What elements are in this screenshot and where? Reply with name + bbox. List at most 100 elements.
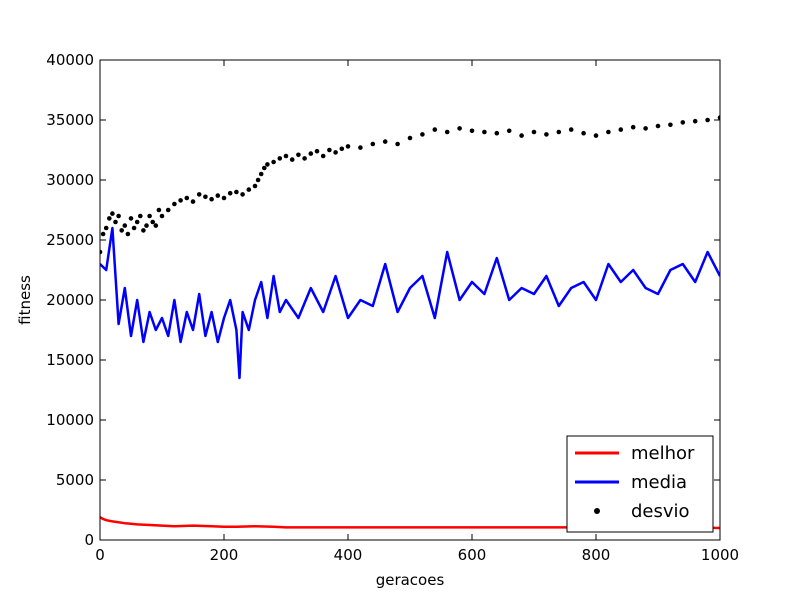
data-point-desvio (519, 133, 524, 138)
data-point-desvio (327, 147, 332, 153)
data-point-desvio (618, 127, 624, 132)
x-tick-label: 0 (95, 546, 105, 564)
y-axis-title: fitness (16, 275, 34, 325)
data-point-desvio (227, 190, 233, 196)
data-point-desvio (107, 216, 112, 221)
data-point-desvio (643, 126, 648, 131)
data-point-desvio (457, 126, 462, 131)
data-point-desvio (125, 231, 131, 237)
data-point-desvio (184, 195, 190, 201)
legend-label-desvio: desvio (631, 501, 690, 522)
data-point-desvio (494, 130, 500, 136)
y-tick-label: 20000 (46, 291, 94, 309)
data-point-desvio (506, 128, 512, 134)
data-point-desvio (141, 228, 146, 233)
data-point-desvio (159, 213, 165, 219)
series-group (100, 115, 720, 530)
y-tick-label: 30000 (46, 171, 94, 189)
data-point-desvio (203, 194, 208, 200)
data-point-desvio (283, 153, 289, 159)
data-point-desvio (138, 213, 143, 219)
data-point-desvio (209, 196, 214, 202)
data-point-desvio (165, 207, 171, 213)
legend-label-melhor: melhor (631, 443, 695, 464)
data-point-desvio (444, 129, 450, 135)
data-point-desvio (655, 123, 661, 129)
data-point-desvio (172, 201, 177, 207)
data-point-desvio (302, 156, 307, 161)
data-point-desvio (271, 159, 276, 165)
data-point-desvio (314, 148, 320, 154)
data-point-desvio (531, 129, 537, 135)
data-point-desvio (469, 128, 475, 134)
y-tick-label: 35000 (46, 111, 94, 129)
data-point-desvio (308, 151, 314, 156)
series-line-melhor (100, 516, 720, 530)
data-point-desvio (581, 130, 586, 136)
data-point-desvio (420, 132, 425, 137)
data-point-desvio (150, 219, 155, 225)
data-point-desvio (262, 165, 267, 171)
data-point-desvio (100, 249, 103, 255)
data-point-desvio (482, 129, 487, 135)
data-point-desvio (119, 228, 124, 233)
data-point-desvio (116, 213, 121, 219)
data-point-desvio (122, 223, 128, 228)
legend-label-media: media (631, 472, 687, 493)
x-tick-label: 600 (458, 546, 487, 564)
data-point-desvio (358, 145, 363, 150)
data-point-desvio (296, 152, 301, 158)
x-axis-title: geracoes (376, 571, 445, 589)
x-tick-label: 800 (582, 546, 611, 564)
data-point-desvio (556, 129, 562, 135)
data-point-desvio (668, 122, 673, 128)
data-point-desvio (277, 156, 283, 161)
data-point-desvio (234, 189, 239, 195)
data-point-desvio (705, 117, 710, 123)
data-point-desvio (103, 225, 109, 231)
data-point-desvio (333, 150, 338, 155)
data-point-desvio (258, 171, 264, 177)
data-point-desvio (128, 216, 134, 221)
data-point-desvio (395, 141, 400, 147)
y-axis: 0 5000 10000 15000 20000 25000 30000 35000 40000 (46, 51, 720, 549)
data-point-desvio (255, 177, 261, 183)
data-point-desvio (593, 133, 599, 138)
legend: melhor media desvio (566, 435, 714, 533)
data-point-desvio (680, 120, 686, 125)
data-point-desvio (320, 153, 326, 159)
data-point-desvio (370, 141, 376, 147)
data-point-desvio (606, 129, 611, 135)
data-point-desvio (113, 219, 118, 225)
y-tick-label: 40000 (46, 51, 94, 69)
data-point-desvio (147, 213, 152, 219)
y-tick-label: 15000 (46, 351, 94, 369)
data-point-desvio (382, 139, 388, 144)
data-point-desvio (240, 192, 245, 197)
y-tick-label: 10000 (46, 411, 94, 429)
data-point-desvio (432, 127, 438, 132)
data-point-desvio (144, 223, 149, 228)
y-tick-label: 0 (84, 531, 94, 549)
data-point-desvio (110, 211, 115, 216)
data-point-desvio (339, 146, 345, 152)
legend-swatch-desvio (594, 508, 600, 514)
data-point-desvio (196, 192, 202, 197)
data-point-desvio (156, 207, 162, 213)
data-point-desvio (100, 231, 106, 237)
data-point-desvio (215, 193, 221, 198)
x-tick-label: 200 (210, 546, 239, 564)
data-point-desvio (568, 127, 574, 132)
x-tick-label: 1000 (701, 546, 739, 564)
data-point-desvio (153, 223, 159, 228)
data-point-desvio (131, 225, 137, 231)
x-tick-label: 400 (334, 546, 363, 564)
data-point-desvio (345, 144, 351, 149)
data-point-desvio (134, 219, 140, 225)
y-tick-label: 25000 (46, 231, 94, 249)
data-point-desvio (221, 195, 227, 201)
data-point-desvio (246, 187, 252, 192)
data-point-desvio (692, 118, 698, 124)
data-point-desvio (407, 135, 413, 141)
